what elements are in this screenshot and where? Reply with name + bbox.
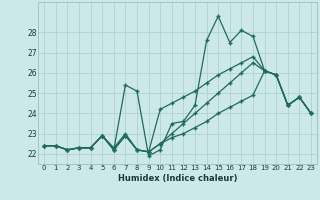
X-axis label: Humidex (Indice chaleur): Humidex (Indice chaleur): [118, 174, 237, 183]
